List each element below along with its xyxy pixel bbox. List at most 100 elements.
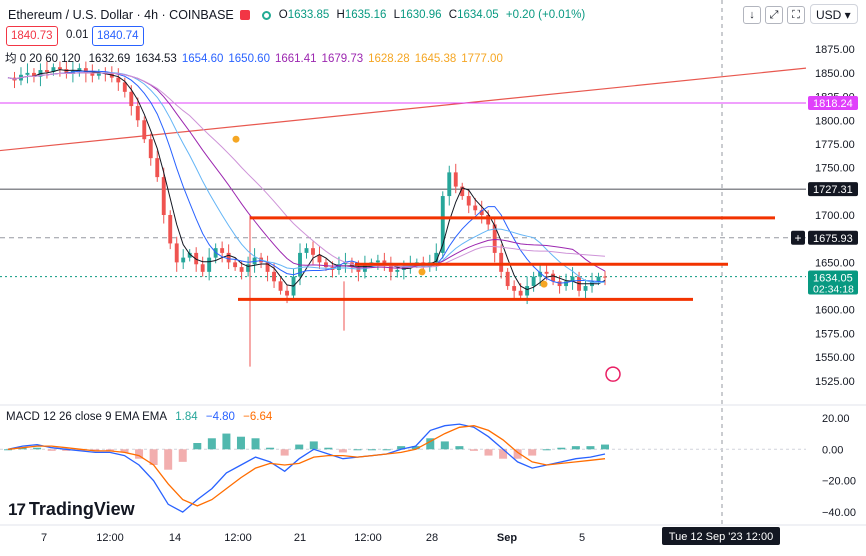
macd-histogram-bar [368,449,377,451]
macd-histogram-bar [528,449,537,456]
ma-value: 1654.60 [181,53,224,65]
macd-hist-value: 1.84 [175,411,198,423]
fullscreen-icon[interactable]: ⛶ [787,6,805,24]
macd-histogram-bar [557,447,566,450]
macd-signal-line [7,425,606,507]
price-tag [808,270,858,295]
candle-body [239,267,244,272]
open-label: O [278,9,288,21]
macd-histogram-bar [105,449,114,451]
candle-body [440,196,445,253]
macd-histogram-bar [62,449,71,451]
candle-body [83,68,88,73]
candle-body [32,72,36,77]
candle-body [135,106,140,121]
candle-body [285,290,289,296]
candle-body [122,82,127,92]
macd-tick-label: 0.00 [822,444,843,456]
candle-body [168,215,173,244]
candle-body [583,286,588,291]
high-value: 1635.16 [344,9,387,21]
moving-average-legend[interactable]: 均 0 20 60 120 1632.69 1634.53 1654.60 1650.… [5,50,508,66]
currency-select[interactable]: USD ▾ [810,4,858,24]
candle-body [311,248,315,255]
macd-histogram-bar [542,449,551,451]
macd-histogram-bar [135,449,144,459]
trendline[interactable] [0,67,807,152]
expand-icon[interactable]: ⤢ [765,6,783,24]
buy-price-button[interactable]: 1840.74 [92,26,144,46]
candle-body [44,70,49,72]
candle-body [479,210,484,215]
candle-body [603,276,607,278]
macd-histogram-bar [571,446,580,450]
candle-body [181,257,186,263]
time-tick-label: 12:00 [354,532,382,544]
time-tick-label: 28 [426,532,438,544]
time-tick-label: 12:00 [96,532,124,544]
candle-body [317,254,322,263]
candle-body [161,177,166,215]
symbol-title[interactable]: Ethereum / U.S. Dollar · 4h · COINBASE [8,8,234,22]
candle-body [246,264,251,272]
candle-body [336,264,341,270]
low-value: 1630.96 [400,9,442,21]
macd-histogram-bar [338,449,347,453]
price-tag [808,182,858,197]
add-alert-icon[interactable] [791,230,805,245]
macd-histogram-bar [18,447,27,450]
macd-histogram-bar [266,447,275,450]
candle-body [220,248,225,253]
candle-body [324,262,328,268]
candle-body [96,72,101,76]
price-tick-label: 1550.00 [815,352,855,364]
price-tag-label: 1727.31 [813,184,853,196]
candle-body [343,262,348,265]
candle-body [551,273,556,282]
price-tick-label: 1700.00 [815,210,855,222]
macd-histogram-bar [382,449,391,451]
sell-price-button[interactable]: 1840.73 [6,26,58,46]
candle-body [187,252,192,258]
ma-value: 1645.38 [414,53,457,65]
macd-histogram-bar [411,446,420,450]
candle-body [388,266,393,272]
ma-value: 1650.60 [228,53,270,65]
macd-histogram-bar [499,449,508,459]
currency-label: USD [816,8,842,22]
candle-body [77,68,82,71]
macd-legend-label: MACD 12 26 close 9 EMA EMA [6,411,168,423]
ma-legend-prefix: 均 0 20 60 120 [5,53,81,65]
candle-body [499,252,504,272]
macd-histogram-bar [236,436,245,450]
time-tick-label: 21 [294,532,306,544]
candle-body [564,281,569,287]
macd-histogram-bar [586,446,595,450]
macd-histogram-bar [295,444,304,450]
candle-body [57,67,62,70]
macd-histogram-bar [4,449,12,451]
candle-body [252,257,257,265]
macd-histogram-bar [149,449,158,465]
ma-value: 1777.00 [461,53,503,65]
macd-histogram-bar [601,444,609,450]
macd-tick-label: 20.00 [822,413,850,425]
event-flag-icon[interactable] [605,366,621,382]
download-icon[interactable]: ↓ [743,6,761,24]
open-value: 1633.85 [287,9,330,21]
macd-histogram-bar [455,446,464,450]
crosshair-time-label: Tue 12 Sep '23 12:00 [669,531,773,543]
candle-body [466,196,471,206]
macd-histogram-bar [324,447,333,450]
candle-body [453,172,458,187]
candle-body [265,262,270,272]
macd-histogram-bar [178,449,187,462]
ma-line-black [7,69,606,291]
candle-body [557,281,562,287]
candle-body [109,73,114,78]
macd-histogram-bar [484,449,493,456]
macd-legend[interactable]: MACD 12 26 close 9 EMA EMA 1.84 −4.80 −6… [6,411,277,423]
price-tick-label: 1650.00 [815,257,855,269]
candle-body [505,271,510,287]
